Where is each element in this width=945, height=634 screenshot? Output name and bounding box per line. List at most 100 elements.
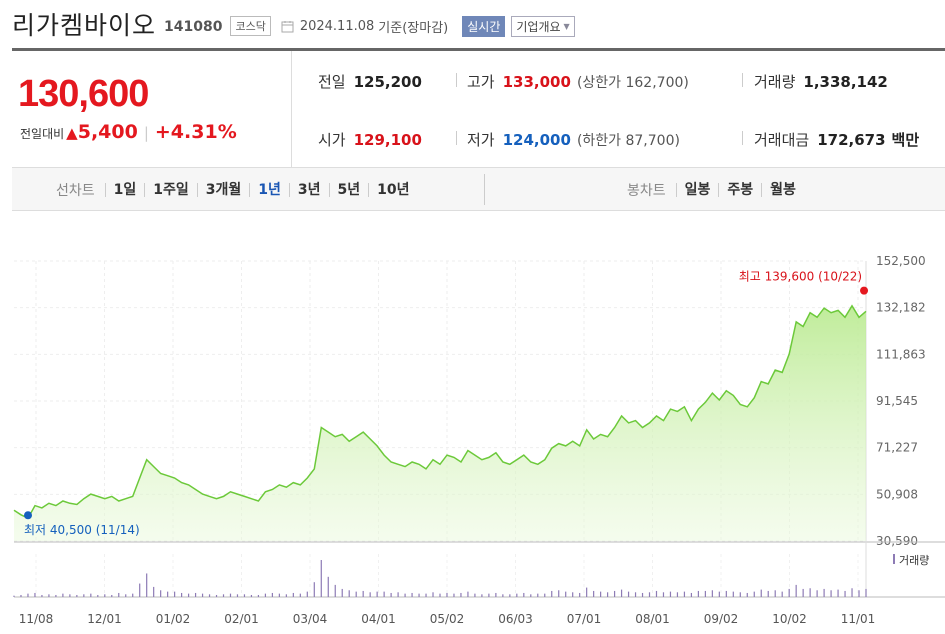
period-1w[interactable]: 1주일 bbox=[144, 182, 197, 197]
volume-bar bbox=[788, 588, 790, 597]
volume-bar bbox=[565, 591, 567, 597]
price-chart[interactable]: 152,500 132,182 111,863 91,545 71,227 50,908 3… bbox=[0, 240, 945, 634]
volume-bar bbox=[760, 589, 762, 597]
volume-bar bbox=[153, 586, 155, 597]
price-change: 전일대비 ▲ 5,400 | +4.31% bbox=[20, 121, 237, 143]
volume-bar bbox=[215, 594, 218, 597]
volume-bar bbox=[55, 594, 57, 597]
volume-bar bbox=[586, 587, 588, 597]
x-tick-label: 09/02 bbox=[704, 612, 739, 626]
realtime-button[interactable]: 실시간 bbox=[462, 15, 506, 37]
volume-bar bbox=[704, 590, 706, 597]
volume-bar bbox=[823, 588, 825, 597]
x-tick-label: 05/02 bbox=[430, 612, 465, 626]
prev-close: 전일 125,200 bbox=[318, 71, 422, 92]
volume-bar bbox=[187, 593, 190, 597]
x-tick-label: 02/01 bbox=[224, 612, 259, 626]
candle-monthly[interactable]: 월봉 bbox=[761, 182, 804, 197]
volume-bar bbox=[104, 594, 106, 597]
max-label: 최고 139,600 (10/22) bbox=[739, 270, 862, 284]
volume-bar bbox=[572, 592, 574, 597]
volume-bar bbox=[697, 590, 699, 597]
y-tick-label: 50,908 bbox=[876, 487, 918, 501]
quote-date-note: 기준(장마감) bbox=[378, 20, 449, 36]
period-3m[interactable]: 3개월 bbox=[196, 182, 250, 197]
volume-value: 1,338,142 bbox=[803, 73, 888, 91]
volume-bar bbox=[341, 588, 343, 597]
volume-bar bbox=[34, 592, 36, 597]
volume-bar bbox=[844, 590, 846, 597]
volume-bar bbox=[292, 592, 294, 597]
volume-bar bbox=[376, 591, 378, 597]
period-1y[interactable]: 1년 bbox=[249, 182, 289, 197]
volume-bar bbox=[146, 573, 148, 597]
y-tick-label: 30,590 bbox=[876, 534, 918, 548]
volume-bar bbox=[593, 590, 595, 597]
stats-divider bbox=[742, 73, 743, 87]
volume-bar bbox=[348, 590, 350, 597]
candle-chart-periods: 봉차트 일봉 주봉 월봉 bbox=[627, 168, 804, 211]
quote-date: 2024.11.08 bbox=[299, 18, 375, 34]
volume-bar bbox=[278, 593, 280, 597]
volume-bar bbox=[502, 594, 504, 597]
day-low: 저가 124,000 (하한가 87,700) bbox=[467, 129, 680, 150]
change-label: 전일대비 bbox=[20, 127, 65, 141]
x-tick-label: 07/01 bbox=[567, 612, 602, 626]
period-bar-divider bbox=[484, 174, 485, 205]
volume-bar bbox=[327, 576, 329, 597]
trade-value-unit: 백만 bbox=[891, 131, 920, 149]
current-price: 130,600 bbox=[18, 73, 149, 115]
volume-bar bbox=[655, 590, 658, 597]
candle-daily[interactable]: 일봉 bbox=[675, 182, 719, 197]
period-10y[interactable]: 10년 bbox=[368, 182, 417, 197]
volume: 거래량 1,338,142 bbox=[754, 71, 888, 92]
volume-bar bbox=[383, 591, 385, 597]
volume-bar bbox=[355, 591, 357, 597]
volume-bar bbox=[613, 590, 616, 597]
volume-bar bbox=[620, 589, 623, 597]
lower-limit: (하한가 87,700) bbox=[576, 133, 680, 149]
volume-bar bbox=[676, 592, 679, 597]
volume-bar bbox=[600, 591, 602, 597]
period-5y[interactable]: 5년 bbox=[328, 182, 369, 197]
volume-bar bbox=[732, 591, 734, 597]
volume-bar bbox=[830, 590, 832, 597]
volume-bar bbox=[369, 592, 371, 597]
volume-bar bbox=[753, 591, 755, 597]
volume-bar bbox=[523, 592, 525, 597]
volume-bar bbox=[509, 594, 511, 597]
stats-divider bbox=[456, 131, 457, 145]
company-overview-dropdown[interactable]: 기업개요 ▼ bbox=[511, 15, 575, 37]
volume-bar bbox=[111, 594, 113, 597]
volume-bar bbox=[460, 592, 462, 597]
change-value: 5,400 bbox=[77, 121, 138, 143]
price-stats-grid: 전일 125,200 고가 133,000 (상한가 162,700) 거래량 … bbox=[292, 51, 945, 168]
volume-bar bbox=[837, 589, 839, 597]
trade-value-label: 거래대금 bbox=[754, 131, 810, 149]
open-label: 시가 bbox=[318, 131, 346, 149]
volume-bar bbox=[285, 594, 287, 597]
volume-bar bbox=[132, 593, 134, 597]
candle-chart-label: 봉차트 bbox=[627, 182, 666, 199]
y-tick-label: 152,500 bbox=[876, 254, 926, 268]
line-chart-periods: 선차트 1일 1주일 3개월 1년 3년 5년 10년 bbox=[56, 168, 418, 211]
candle-weekly[interactable]: 주봉 bbox=[718, 182, 761, 197]
header-divider bbox=[12, 48, 945, 51]
volume-bar bbox=[669, 591, 672, 597]
volume-bar bbox=[781, 591, 783, 597]
y-tick-label: 71,227 bbox=[876, 441, 918, 455]
volume-bar bbox=[83, 594, 85, 597]
period-3y[interactable]: 3년 bbox=[288, 182, 329, 197]
period-1d[interactable]: 1일 bbox=[104, 182, 145, 197]
volume-bar bbox=[537, 593, 539, 597]
trade-value-amount: 172,673 bbox=[817, 131, 886, 149]
calendar-icon bbox=[281, 20, 294, 32]
min-marker bbox=[24, 511, 32, 520]
x-tick-label: 10/02 bbox=[772, 612, 807, 626]
volume-bar bbox=[13, 595, 15, 597]
change-separator: | bbox=[143, 124, 149, 142]
volume-bar bbox=[746, 592, 748, 597]
volume-bar bbox=[41, 594, 43, 597]
volume-bar bbox=[816, 590, 818, 597]
x-tick-label: 01/02 bbox=[156, 612, 191, 626]
